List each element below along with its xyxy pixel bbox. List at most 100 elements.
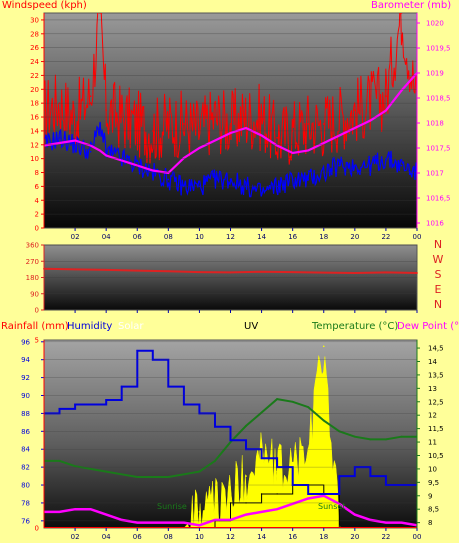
temperature-tick-label: 14 <box>428 358 437 366</box>
direction-point <box>167 270 170 273</box>
humidity-point <box>167 385 170 388</box>
solar-point <box>198 511 201 513</box>
temperature-point <box>245 425 247 427</box>
humidity-tick-label: 88 <box>21 410 30 418</box>
windspeed-point <box>167 123 170 125</box>
windspeed-point <box>400 13 403 14</box>
temperature-point <box>260 411 263 414</box>
sunrise-annotation: Sunrise <box>157 502 187 511</box>
dew-point-point <box>385 521 387 524</box>
direction-point <box>74 268 76 271</box>
windspeed-point <box>105 109 107 111</box>
wind-average-point <box>260 192 263 195</box>
windspeed-tick-label: 24 <box>30 58 39 66</box>
solar-point <box>276 470 278 473</box>
humidity-series-line <box>44 349 417 495</box>
barometer-tick-label: 1018 <box>426 120 444 128</box>
temperature-point <box>385 438 387 441</box>
temperature-point <box>136 476 139 478</box>
temperature-tick-label: 13 <box>428 385 437 393</box>
windspeed-tick-label: 10 <box>30 155 39 163</box>
temperature-point <box>291 400 294 403</box>
temperature-point <box>229 441 232 443</box>
wind-x-tick-label: 06 <box>133 233 142 241</box>
windspeed-point <box>183 123 185 125</box>
humidity-tick-label: 90 <box>21 392 30 400</box>
windspeed-point <box>136 123 139 125</box>
temperature-point <box>198 470 201 473</box>
temperature-point <box>167 476 170 478</box>
humidity-axis-title: Humidity <box>67 321 113 332</box>
humidity-tick-label: 80 <box>21 482 30 490</box>
barometer-point <box>229 132 232 134</box>
barometer-point <box>400 89 403 92</box>
windspeed-tick-label: 26 <box>30 44 39 52</box>
compass-label: N <box>434 238 442 251</box>
wind-average-point <box>167 178 170 181</box>
barometer-point <box>58 142 61 144</box>
dew-point-point <box>182 521 185 524</box>
windspeed-tick-label: 12 <box>30 141 39 149</box>
barometer-point <box>291 152 294 154</box>
solar-axis-title: Solar <box>118 321 144 332</box>
dew-point-point <box>353 513 356 516</box>
barometer-point <box>151 169 154 172</box>
compass-label: E <box>435 283 442 296</box>
dew-point-point <box>307 497 310 500</box>
wind-average-point <box>400 164 403 167</box>
barometer-point <box>136 164 139 167</box>
windspeed-tick-label: 30 <box>30 16 39 24</box>
wind-x-tick-label: 12 <box>226 233 235 241</box>
barometer-point <box>276 144 279 147</box>
dew-point-point <box>245 513 247 516</box>
temperature-point <box>322 419 325 422</box>
humidity-point <box>182 403 185 406</box>
humidity-point <box>89 403 92 406</box>
climate-x-tick-label: 10 <box>195 533 204 541</box>
temperature-point <box>214 459 216 462</box>
solar-point <box>291 461 294 464</box>
wind-average-point <box>369 164 372 167</box>
humidity-point <box>307 493 310 495</box>
dew-point-point <box>260 510 263 513</box>
temperature-tick-label: 9 <box>428 492 432 500</box>
direction-tick-label: 0 <box>35 307 39 315</box>
direction-point <box>136 269 139 272</box>
wind-x-tick-label: 20 <box>350 233 359 241</box>
barometer-point <box>120 159 123 162</box>
windspeed-tick-label: 14 <box>30 127 39 135</box>
barometer-tick-label: 1016,5 <box>426 195 451 203</box>
dew-point-point <box>369 519 372 521</box>
barometer-point <box>322 142 325 144</box>
windspeed-point <box>385 95 387 98</box>
barometer-tick-label: 1018,5 <box>426 95 451 103</box>
direction-point <box>198 271 201 273</box>
humidity-tick-label: 86 <box>21 428 30 436</box>
dew-point-point <box>214 519 216 521</box>
rainfall-tick-label: 5 <box>35 337 39 345</box>
humidity-tick-label: 78 <box>21 499 30 507</box>
windspeed-point <box>307 123 310 125</box>
rainfall-axis-title: Rainfall (mm) <box>1 321 69 332</box>
barometer-axis-title: Barometer (mb) <box>371 0 452 11</box>
humidity-tick-label: 96 <box>21 338 30 346</box>
barometer-tick-label: 1016 <box>426 220 444 228</box>
humidity-tick-label: 82 <box>21 464 30 472</box>
direction-tick-label: 180 <box>26 274 39 282</box>
humidity-point <box>369 475 372 477</box>
climate-x-tick-label: 14 <box>257 533 266 541</box>
wind-plot-area <box>43 12 418 229</box>
temperature-tick-label: 12 <box>428 412 437 420</box>
climate-x-tick-label: 06 <box>133 533 142 541</box>
climate-x-tick-label: 00 <box>413 533 422 541</box>
temperature-point <box>307 406 310 409</box>
humidity-point <box>229 439 232 442</box>
barometer-tick-label: 1019 <box>426 70 444 78</box>
windspeed-tick-label: 0 <box>35 225 39 233</box>
windspeed-tick-label: 4 <box>35 197 40 205</box>
wind-x-tick-label: 02 <box>71 233 80 241</box>
wind-average-point <box>307 178 310 181</box>
humidity-point <box>58 408 61 410</box>
barometer-point <box>307 149 310 152</box>
